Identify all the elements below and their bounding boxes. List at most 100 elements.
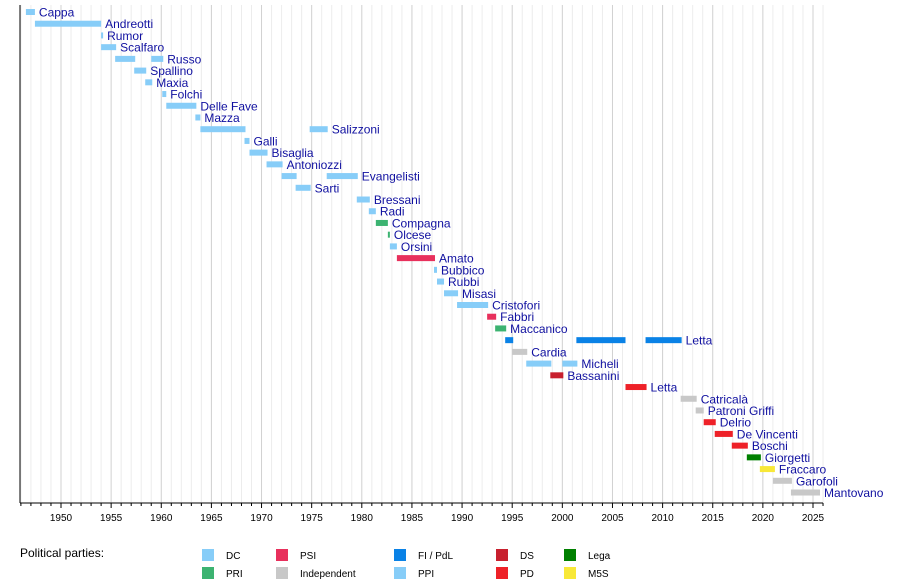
x-tick-label: 2005 (601, 513, 624, 524)
bar-compagna-0 (375, 219, 388, 226)
row-label: Folchi (170, 88, 202, 102)
bar-mazza-0 (195, 114, 201, 121)
bar-salizzoni-1 (309, 126, 328, 133)
bar-micheli-1 (562, 360, 578, 367)
row-label: Garofoli (796, 474, 838, 488)
bar-orsini-0 (389, 243, 397, 250)
bar-folchi-0 (162, 91, 167, 98)
bar-catricalà-0 (680, 395, 697, 402)
bar-letta-0 (505, 337, 514, 344)
row-label: Letta (651, 381, 678, 395)
row-label: Cristofori (492, 299, 540, 313)
row-label: Spallino (150, 64, 193, 78)
bar-evangelisti-1 (326, 173, 358, 180)
legend-swatch (202, 567, 214, 579)
row-label: Maccanico (510, 322, 568, 336)
legend-swatch (276, 567, 288, 579)
row-label: Bisaglia (272, 146, 314, 160)
x-tick-label: 1985 (401, 513, 424, 524)
bar-maccanico-0 (495, 325, 507, 332)
row-label: Rubbi (448, 275, 479, 289)
x-tick-label: 2010 (651, 513, 674, 524)
bar-olcese-0 (387, 231, 390, 238)
row-label: Delrio (720, 416, 752, 430)
row-label: Rumor (107, 29, 143, 43)
bar-evangelisti-0 (281, 173, 297, 180)
bar-bassanini-0 (550, 372, 564, 379)
legend-swatch (496, 549, 508, 561)
x-tick-label: 2020 (752, 513, 775, 524)
bar-fabbri-0 (487, 313, 497, 320)
bar-radi-0 (368, 208, 376, 215)
row-label: Misasi (462, 287, 496, 301)
row-label: Giorgetti (765, 451, 810, 465)
bar-scalfaro-0 (101, 44, 117, 51)
gridlines (20, 5, 824, 503)
legend-title: Political parties: (20, 546, 104, 560)
legend: Political parties: DC PRI PSI Independent FI… (20, 546, 611, 580)
row-label: Maxia (156, 76, 188, 90)
row-label: Bassanini (567, 369, 619, 383)
row-label: Andreotti (105, 17, 153, 31)
legend-label: Independent (300, 569, 356, 580)
legend-swatch (564, 567, 576, 579)
row-label: Fabbri (500, 310, 534, 324)
legend-swatch (496, 567, 508, 579)
legend-label: DS (520, 551, 534, 562)
x-tick-label: 1995 (501, 513, 524, 524)
legend-label: PSI (300, 551, 316, 562)
legend-label: FI / PdL (418, 551, 453, 562)
bar-letta-2 (645, 337, 682, 344)
bar-micheli-0 (526, 360, 552, 367)
bar-letta-1 (576, 337, 626, 344)
bar-amato-0 (396, 255, 435, 262)
legend-swatch (394, 549, 406, 561)
bar-garofoli-0 (772, 477, 792, 484)
row-label: Russo (167, 52, 201, 66)
bar-delle-fave-0 (166, 102, 197, 109)
row-label: Fraccaro (779, 463, 827, 477)
bar-salizzoni-0 (200, 126, 246, 133)
x-tick-label: 1955 (100, 513, 123, 524)
bar-letta-0 (625, 384, 647, 391)
row-label: Compagna (392, 216, 451, 230)
bar-delrio-0 (703, 419, 716, 426)
row-label: Sarti (315, 181, 340, 195)
bar-sarti-0 (295, 184, 311, 191)
row-label: Bressani (374, 193, 421, 207)
x-axis: 1950 1955 1960 1965 1970 1975 1980 1985 1990 1995… (19, 5, 825, 524)
bar-spallino-0 (134, 67, 147, 74)
bar-cardia-0 (512, 348, 528, 355)
row-label: Bubbico (441, 263, 485, 277)
row-label: Cardia (531, 345, 567, 359)
legend-label: Lega (588, 551, 611, 562)
bar-fraccaro-0 (759, 466, 775, 473)
bar-de-vincenti-0 (714, 430, 733, 437)
bar-mantovano-0 (790, 489, 821, 496)
legend-swatch (276, 549, 288, 561)
legend-label: PD (520, 569, 534, 580)
row-label: Mantovano (824, 486, 884, 500)
bar-andreotti-0 (34, 20, 102, 27)
row-label: Amato (439, 252, 474, 266)
x-tick-label: 2025 (802, 513, 825, 524)
legend-swatch (202, 549, 214, 561)
x-tick-label: 1980 (351, 513, 374, 524)
legend-label: M5S (588, 569, 609, 580)
legend-label: PRI (226, 569, 243, 580)
bar-galli-0 (244, 137, 250, 144)
bar-rumor-0 (101, 32, 104, 39)
row-label: Mazza (204, 111, 240, 125)
x-tick-label: 1965 (200, 513, 223, 524)
row-label: Orsini (401, 240, 432, 254)
legend-swatch (564, 549, 576, 561)
bar-bressani-0 (356, 196, 370, 203)
bar-maxia-0 (145, 79, 153, 86)
legend-label: DC (226, 551, 240, 562)
row-label: Letta (686, 334, 713, 348)
bar-patroni-griffi-0 (695, 407, 704, 414)
legend-swatch (394, 567, 406, 579)
row-label: Delle Fave (200, 99, 258, 113)
x-tick-label: 1960 (150, 513, 173, 524)
